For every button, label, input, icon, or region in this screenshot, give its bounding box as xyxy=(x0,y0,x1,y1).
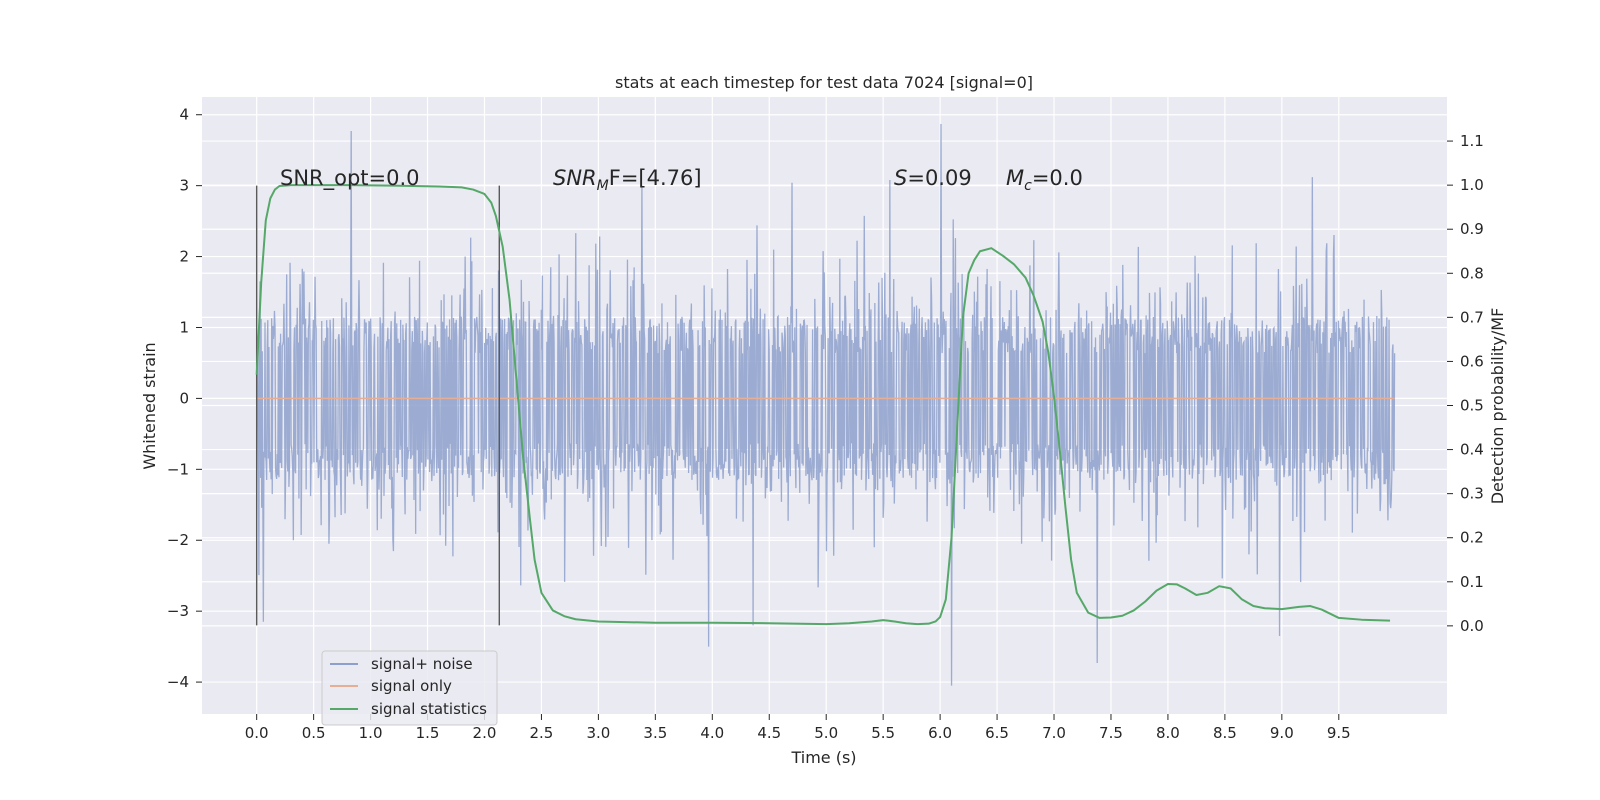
annotation-s-symbol: S xyxy=(894,166,907,190)
y-tick-label: −2 xyxy=(167,531,189,549)
annotation-snr-mf: SNRMF=[4.76] xyxy=(553,166,702,194)
x-tick-label: 7.0 xyxy=(1042,724,1066,742)
x-tick-label: 4.0 xyxy=(700,724,724,742)
y2-tick-label: 0.9 xyxy=(1460,220,1484,238)
x-tick-label: 5.0 xyxy=(814,724,838,742)
x-tick-label: 1.0 xyxy=(359,724,383,742)
y-tick-label: −3 xyxy=(167,602,189,620)
y2-tick-label: 0.0 xyxy=(1460,617,1484,635)
annotation-snr-opt: SNR_opt=0.0 xyxy=(280,166,420,191)
y2-tick-label: 0.5 xyxy=(1460,397,1484,415)
x-tick-label: 3.5 xyxy=(643,724,667,742)
legend-box xyxy=(321,650,498,726)
y2-axis-ticks: 1.1 1.0 0.9 0.8 0.7 0.6 0.5 0.4 0.3 0.2 0.1 0.0 xyxy=(1447,132,1484,635)
y2-tick-label: 0.2 xyxy=(1460,529,1484,547)
y2-tick-label: 1.0 xyxy=(1460,176,1484,194)
legend-label-statistics: signal statistics xyxy=(371,700,487,718)
annotation-mc-sub: c xyxy=(1024,178,1032,194)
annotation-mc-main: M xyxy=(1006,166,1024,190)
y2-tick-label: 0.7 xyxy=(1460,308,1484,326)
y2-axis-label: Detection probability/MF xyxy=(1488,308,1507,505)
statistics-line xyxy=(255,184,1391,626)
y-tick-label: −4 xyxy=(167,673,189,691)
y2-tick-label: 1.1 xyxy=(1460,132,1484,150)
annotation-s: S=0.09 xyxy=(894,166,972,190)
y-tick-label: −1 xyxy=(167,460,189,478)
y2-tick-label: 0.1 xyxy=(1460,573,1484,591)
signal-statistics-series xyxy=(255,184,1391,626)
x-tick-label: 6.0 xyxy=(928,724,952,742)
x-tick-label: 4.5 xyxy=(757,724,781,742)
x-tick-label: 5.5 xyxy=(871,724,895,742)
annotation-snr-mf-rest: F=[4.76] xyxy=(609,166,702,190)
chart-title: stats at each timestep for test data 702… xyxy=(615,73,1033,92)
x-tick-label: 8.0 xyxy=(1156,724,1180,742)
x-axis-ticks: 0.0 0.5 1.0 1.5 2.0 2.5 3.0 3.5 4.0 4.5 5.0 5.5 6.0 6… xyxy=(245,714,1351,742)
x-tick-label: 2.0 xyxy=(473,724,497,742)
x-tick-label: 1.5 xyxy=(416,724,440,742)
x-tick-label: 0.0 xyxy=(245,724,269,742)
legend: signal+ noise signal only signal statist… xyxy=(321,650,498,726)
legend-label-signal-only: signal only xyxy=(371,677,452,695)
y2-tick-label: 0.3 xyxy=(1460,485,1484,503)
y2-tick-label: 0.8 xyxy=(1460,264,1484,282)
x-tick-label: 2.5 xyxy=(530,724,554,742)
x-tick-label: 8.5 xyxy=(1213,724,1237,742)
x-tick-label: 3.0 xyxy=(586,724,610,742)
y-tick-label: 1 xyxy=(179,318,189,336)
y2-tick-label: 0.4 xyxy=(1460,441,1484,459)
y-tick-label: 4 xyxy=(179,106,189,124)
annotation-snr-mf-main: SNR xyxy=(553,166,597,190)
annotation-snr-mf-sub: M xyxy=(597,178,609,194)
vertical-markers xyxy=(255,185,500,626)
y-tick-label: 0 xyxy=(179,389,189,407)
x-tick-label: 7.5 xyxy=(1099,724,1123,742)
x-tick-label: 9.0 xyxy=(1270,724,1294,742)
y-axis-label: Whitened strain xyxy=(140,342,159,469)
legend-label-noise: signal+ noise xyxy=(371,655,473,673)
x-tick-label: 9.5 xyxy=(1327,724,1351,742)
y-axis-ticks: 4 3 2 1 0 −1 −2 −3 −4 xyxy=(167,106,202,691)
annotation-mc: Mc=0.0 xyxy=(1006,166,1083,194)
annotation-mc-value: =0.0 xyxy=(1032,166,1083,190)
y-tick-label: 2 xyxy=(179,248,189,266)
x-axis-label: Time (s) xyxy=(790,748,856,767)
y-tick-label: 3 xyxy=(179,177,189,195)
x-tick-label: 6.5 xyxy=(985,724,1009,742)
annotation-s-value: =0.09 xyxy=(907,166,971,190)
noise-line xyxy=(256,123,1396,686)
x-tick-label: 0.5 xyxy=(302,724,326,742)
y2-tick-label: 0.6 xyxy=(1460,352,1484,370)
signal-plus-noise-series xyxy=(256,123,1396,686)
